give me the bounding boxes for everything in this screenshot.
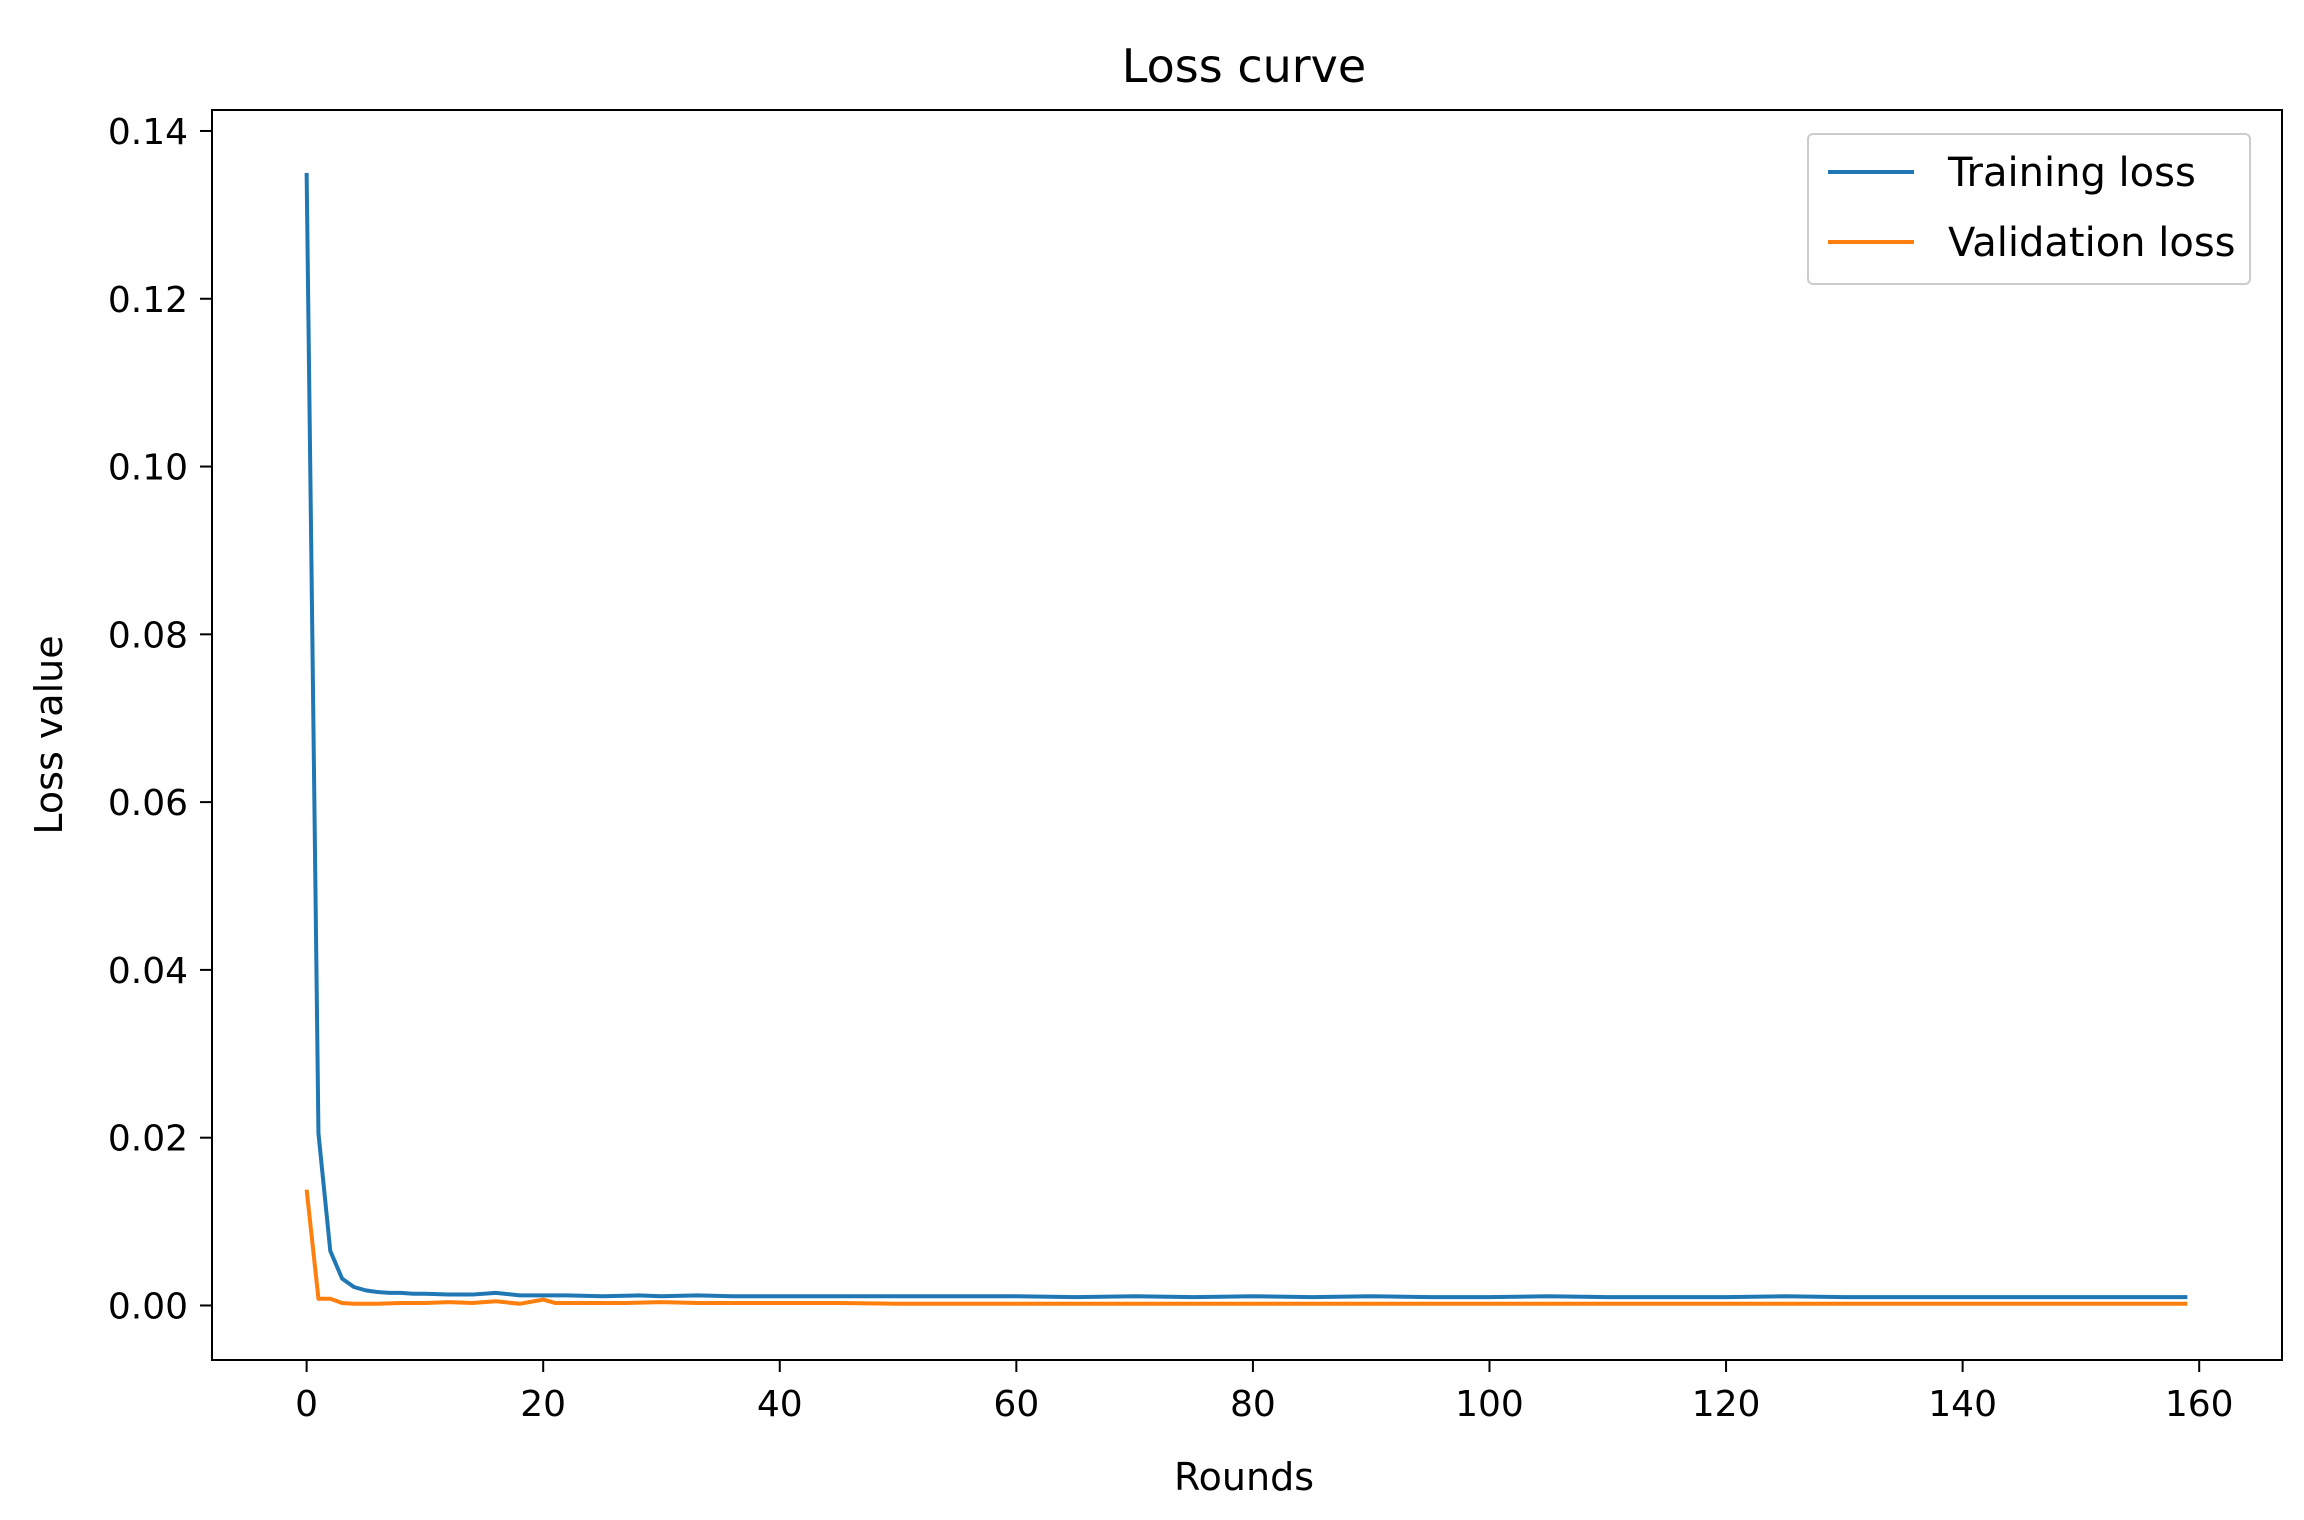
x-tick-label: 0 [295, 1384, 318, 1425]
y-tick-label: 0.00 [108, 1286, 188, 1327]
series-line-validation-loss [304, 1189, 2188, 1306]
x-tick-label: 160 [2165, 1384, 2234, 1425]
y-tick-label: 0.10 [108, 448, 188, 489]
x-tick-label: 40 [757, 1384, 803, 1425]
x-axis-label: Rounds [1174, 1455, 1314, 1499]
y-tick-label: 0.02 [108, 1119, 188, 1160]
x-tick-label: 80 [1230, 1384, 1276, 1425]
legend: Training loss Validation loss [1807, 133, 2251, 285]
plot-area [211, 109, 2283, 1361]
x-tick-label: 140 [1928, 1384, 1997, 1425]
plot-frame [211, 109, 2283, 1361]
x-tick-label: 120 [1692, 1384, 1761, 1425]
x-tick-label: 100 [1455, 1384, 1524, 1425]
y-tick-label: 0.12 [108, 280, 188, 321]
y-tick-label: 0.06 [108, 783, 188, 824]
y-axis: 0.00 0.02 0.04 0.06 0.08 0.10 0.12 0.14 [108, 112, 212, 1327]
x-tick-label: 20 [520, 1384, 566, 1425]
legend-label-training-loss: Training loss [1947, 150, 2196, 196]
x-tick-label: 60 [993, 1384, 1039, 1425]
x-axis: 0 20 40 60 80 100 120 140 160 [295, 1360, 2234, 1425]
chart-title: Loss curve [1122, 39, 1366, 93]
y-axis-label: Loss value [27, 635, 71, 834]
y-tick-label: 0.14 [108, 112, 188, 153]
y-tick-label: 0.04 [108, 951, 188, 992]
legend-label-validation-loss: Validation loss [1948, 220, 2236, 266]
y-tick-label: 0.08 [108, 615, 188, 656]
legend-box [1807, 133, 2251, 285]
series-line-training-loss [304, 172, 2188, 1300]
series-layer [304, 172, 2188, 1306]
